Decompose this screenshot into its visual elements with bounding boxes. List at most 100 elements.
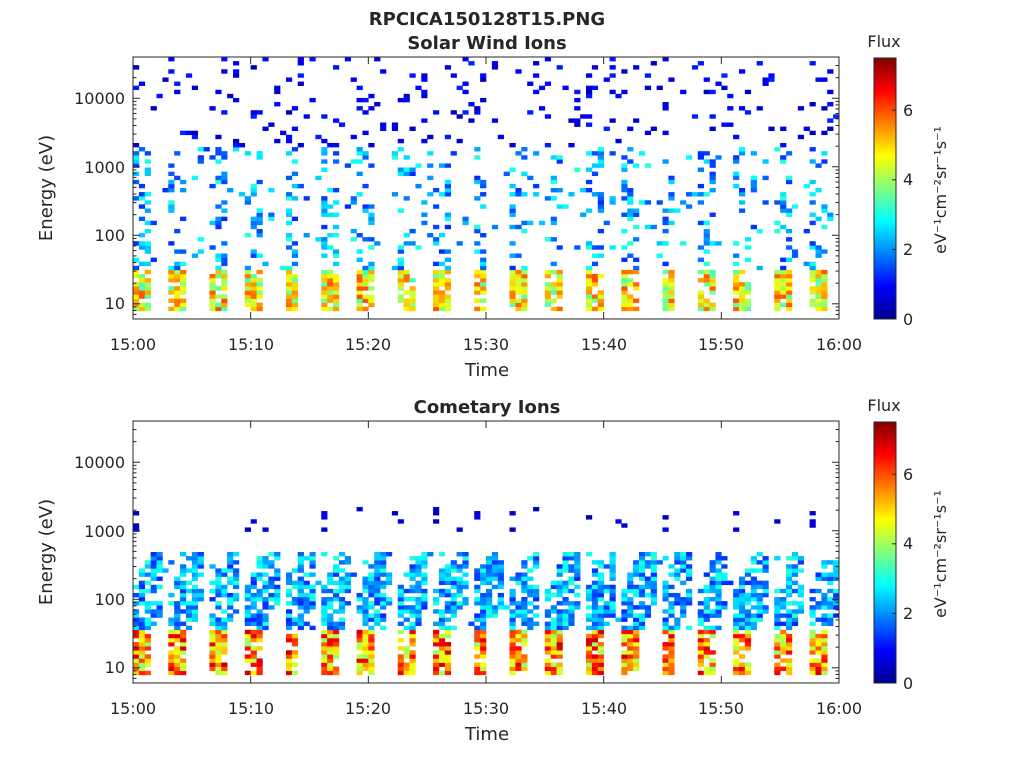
heatmap-cell <box>609 564 616 569</box>
heatmap-cell <box>544 642 552 647</box>
heatmap-cell <box>321 646 328 651</box>
heatmap-cell <box>621 629 628 635</box>
heatmap-cell <box>333 597 340 602</box>
heatmap-cell <box>397 249 404 254</box>
heatmap-cell <box>809 511 816 516</box>
heatmap-cell <box>597 609 604 614</box>
heatmap-cell <box>709 282 716 287</box>
heatmap-cell <box>480 597 487 602</box>
heatmap-cell <box>256 597 263 602</box>
heatmap-cell <box>221 592 228 598</box>
heatmap-cell <box>133 142 140 148</box>
heatmap-cell <box>597 302 604 308</box>
heatmap-cell <box>327 142 334 148</box>
heatmap-cell <box>833 613 840 618</box>
heatmap-cell <box>262 625 269 631</box>
heatmap-cell <box>274 601 281 606</box>
heatmap-cell <box>203 147 210 152</box>
heatmap-cell <box>586 584 593 590</box>
heatmap-cell <box>668 564 675 569</box>
heatmap-cell <box>474 224 481 230</box>
heatmap-cell <box>244 200 251 205</box>
heatmap-cell <box>221 646 228 651</box>
heatmap-cell <box>397 666 404 672</box>
heatmap-cell <box>544 57 552 62</box>
heatmap-cell <box>715 81 722 86</box>
heatmap-cell <box>150 621 157 626</box>
heatmap-cell <box>297 592 304 598</box>
heatmap-cell <box>233 568 240 573</box>
heatmap-cell <box>591 298 599 303</box>
heatmap-cell <box>621 650 628 655</box>
heatmap-cell <box>591 637 599 643</box>
heatmap-cell <box>662 261 669 267</box>
heatmap-cell <box>627 601 634 606</box>
heatmap-cell <box>609 552 616 557</box>
heatmap-cell <box>697 302 704 308</box>
heatmap-cell <box>774 609 781 614</box>
heatmap-cell <box>533 73 540 78</box>
heatmap-cell <box>827 102 834 107</box>
heatmap-cell <box>621 637 628 643</box>
heatmap-cell <box>380 572 387 577</box>
heatmap-cell <box>662 294 669 299</box>
heatmap-cell <box>768 126 775 131</box>
heatmap-cell <box>668 646 675 651</box>
heatmap-cell <box>244 286 251 291</box>
heatmap-cell <box>480 269 487 275</box>
x-tick-label: 15:00 <box>110 699 156 718</box>
heatmap-cell <box>362 662 369 667</box>
heatmap-cell <box>621 294 628 299</box>
heatmap-cell <box>662 556 669 561</box>
heatmap-cell <box>256 588 263 594</box>
heatmap-cell <box>221 282 228 287</box>
heatmap-cell <box>791 588 799 594</box>
y-tick-label: 1000 <box>84 158 125 177</box>
heatmap-cell <box>144 200 151 205</box>
heatmap-cell <box>468 61 475 66</box>
heatmap-cell <box>633 257 640 262</box>
heatmap-cell <box>474 572 481 577</box>
heatmap-cell <box>285 290 293 295</box>
heatmap-cell <box>533 61 540 66</box>
heatmap-cell <box>250 302 257 308</box>
heatmap-cell <box>362 621 369 626</box>
heatmap-cell <box>215 204 222 209</box>
y-axis-label: Energy (eV) <box>36 499 57 605</box>
colorbar-label: eV⁻¹cm⁻²sr⁻¹s⁻¹ <box>931 126 950 254</box>
heatmap-cell <box>509 588 516 594</box>
heatmap-cell <box>291 183 299 189</box>
heatmap-cell <box>138 658 146 663</box>
heatmap-cell <box>815 658 822 663</box>
heatmap-cell <box>368 237 375 242</box>
heatmap-cell <box>144 241 151 246</box>
heatmap-cell <box>668 666 675 672</box>
heatmap-cell <box>309 57 316 62</box>
heatmap-cell <box>174 261 181 267</box>
heatmap-cell <box>256 269 263 275</box>
heatmap-cell <box>321 138 328 144</box>
heatmap-cell <box>462 601 469 606</box>
heatmap-cell <box>250 286 257 291</box>
heatmap-cell <box>703 298 710 303</box>
heatmap-cell <box>450 576 457 581</box>
heatmap-cell <box>180 621 187 626</box>
heatmap-cell <box>244 290 251 295</box>
heatmap-cell <box>215 306 222 312</box>
heatmap-cell <box>438 621 446 626</box>
heatmap-cell <box>633 306 640 312</box>
heatmap-cell <box>291 171 299 177</box>
heatmap-cell <box>621 654 628 659</box>
heatmap-cell <box>180 298 187 303</box>
heatmap-cell <box>709 241 716 246</box>
heatmap-cell <box>680 241 687 246</box>
heatmap-cell <box>621 188 628 193</box>
heatmap-cell <box>544 670 552 676</box>
heatmap-cell <box>709 662 716 667</box>
heatmap-cell <box>586 302 593 308</box>
heatmap-cell <box>603 77 610 82</box>
heatmap-cell <box>480 265 487 271</box>
heatmap-cell <box>462 584 469 590</box>
heatmap-cell <box>380 613 387 618</box>
heatmap-cell <box>356 506 363 512</box>
